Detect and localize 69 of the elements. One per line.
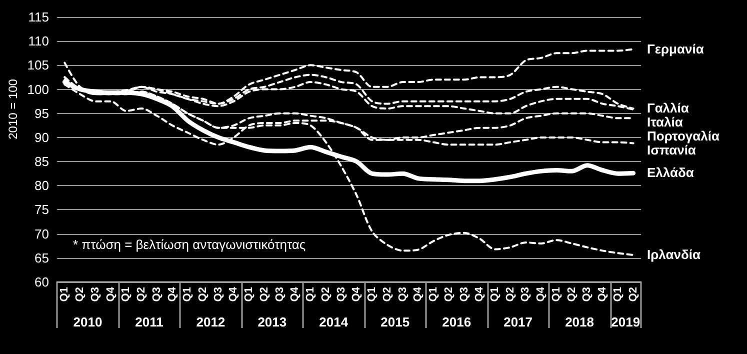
text: 2018 — [565, 314, 594, 330]
y-tick-label: 70 — [34, 226, 49, 242]
annotation: * πτώση = βελτίωση ανταγωνιστικότητας — [73, 236, 306, 252]
y-tick-label: 110 — [28, 34, 49, 49]
x-tick-label: Q3 — [581, 287, 594, 302]
y-tick-label: 105 — [27, 58, 49, 73]
text: 2016 — [442, 314, 472, 330]
x-tick-label: Q2 — [136, 287, 148, 302]
series-label: Ισπανία — [647, 142, 696, 158]
y-axis-title: 2010 = 100 — [6, 78, 20, 140]
x-tick-label: Q1 — [428, 287, 440, 302]
x-tick-label: Q3 — [520, 287, 532, 302]
x-tick-label: Q4 — [535, 286, 548, 302]
y-tick-label: 95 — [34, 106, 49, 121]
x-tick-label: Q1 — [304, 287, 317, 302]
y-tick-label: 85 — [34, 154, 49, 170]
x-tick-label: Q2 — [504, 287, 516, 302]
x-tick-label: Q4 — [228, 286, 240, 302]
x-tick-label: Q4 — [412, 286, 424, 302]
x-tick-label: Q4 — [474, 286, 486, 302]
x-tick-label: Q1 — [550, 287, 562, 302]
series-label: Γαλλία — [647, 100, 689, 116]
y-tick-label: 100 — [27, 82, 49, 97]
x-tick-label: Q4 — [166, 286, 178, 302]
series-label: Ιταλία — [647, 114, 683, 130]
x-tick-label: Q2 — [566, 287, 578, 302]
y-tick-label: 115 — [28, 10, 49, 24]
text: 2012 — [196, 314, 226, 330]
x-tick-label: Q4 — [289, 286, 302, 302]
series-label: Γερμανία — [647, 41, 704, 56]
x-tick-label: Q1 — [120, 287, 132, 302]
series-label: Ιρλανδία — [647, 247, 700, 262]
x-tick-label: Q1 — [182, 287, 194, 302]
x-tick-label: Q2 — [381, 287, 394, 302]
x-tick-label: Q2 — [627, 287, 640, 302]
y-tick-label: 80 — [34, 178, 49, 194]
text: 2017 — [504, 314, 533, 330]
x-tick-label: Q2 — [197, 287, 209, 302]
x-tick-label: Q3 — [150, 287, 163, 302]
text: 2010 — [73, 314, 102, 330]
text: 2011 — [135, 314, 164, 330]
series-label: Ελλάδα — [647, 165, 694, 180]
x-tick-label: Q4 — [104, 286, 117, 302]
x-tick-label: Q3 — [458, 287, 470, 302]
x-tick-label: Q2 — [258, 287, 270, 302]
x-tick-label: Q3 — [212, 287, 224, 302]
x-tick-label: Q1 — [366, 287, 378, 302]
series-label: Πορτογαλία — [647, 128, 720, 144]
y-tick-label: 75 — [34, 202, 49, 218]
x-tick-label: Q1 — [612, 287, 624, 302]
x-tick-label: Q1 — [489, 287, 501, 302]
x-tick-label: Q3 — [274, 287, 286, 302]
y-tick-label: 90 — [34, 130, 49, 145]
y-tick-label: 60 — [34, 274, 49, 290]
x-tick-label: Q1 — [243, 287, 256, 302]
x-tick-label: Q1 — [58, 287, 71, 302]
x-tick-label: Q3 — [396, 287, 409, 302]
text: 2019 — [611, 314, 640, 330]
x-tick-label: Q4 — [350, 286, 363, 302]
x-tick-label: Q4 — [596, 286, 609, 302]
x-tick-label: Q2 — [320, 287, 332, 302]
y-tick-label: 65 — [34, 250, 49, 266]
text: 2015 — [380, 314, 410, 330]
x-tick-label: Q2 — [74, 287, 86, 302]
x-tick-label: Q3 — [89, 287, 102, 302]
text: 2013 — [258, 314, 287, 330]
x-tick-label: Q2 — [442, 287, 455, 302]
text: 2014 — [319, 314, 349, 330]
x-tick-label: Q3 — [335, 287, 348, 302]
